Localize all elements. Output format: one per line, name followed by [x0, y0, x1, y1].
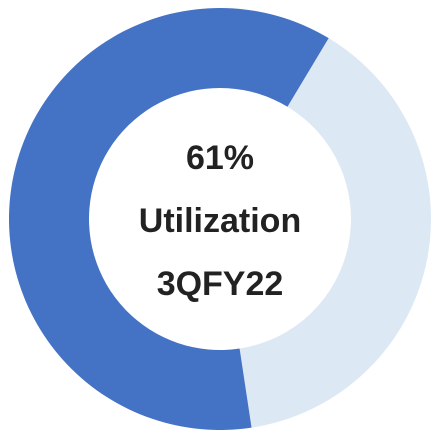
donut-segment — [239, 38, 432, 428]
donut-segment — [9, 7, 329, 430]
value-label: 61% — [186, 139, 254, 177]
annotation: Utilization — [139, 202, 301, 240]
annotation: 3QFY22 — [157, 265, 284, 303]
